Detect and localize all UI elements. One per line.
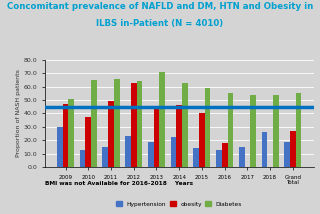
Bar xyxy=(250,95,256,167)
Bar xyxy=(176,106,182,167)
Bar xyxy=(262,132,267,167)
Bar xyxy=(159,72,165,167)
Bar xyxy=(102,147,108,167)
Bar xyxy=(108,101,114,167)
Text: ILBS in-Patient (N = 4010): ILBS in-Patient (N = 4010) xyxy=(96,19,224,28)
Bar xyxy=(199,113,205,167)
Bar xyxy=(239,147,244,167)
Bar xyxy=(57,127,63,167)
Bar xyxy=(154,107,159,167)
Y-axis label: Proportion of NASH patients: Proportion of NASH patients xyxy=(16,70,20,157)
Bar xyxy=(85,117,91,167)
Bar xyxy=(216,150,222,167)
Legend: Hypertension, obesity, Diabetes: Hypertension, obesity, Diabetes xyxy=(114,199,244,209)
Bar xyxy=(273,95,279,167)
Bar xyxy=(222,143,228,167)
Bar xyxy=(125,136,131,167)
Bar xyxy=(63,104,68,167)
Bar xyxy=(228,93,233,167)
Text: Concomitant prevalence of NAFLD and DM, HTN and Obesity in: Concomitant prevalence of NAFLD and DM, … xyxy=(7,2,313,11)
Bar xyxy=(91,80,97,167)
Bar xyxy=(205,88,211,167)
Bar xyxy=(114,79,120,167)
Bar xyxy=(80,150,85,167)
Bar xyxy=(182,83,188,167)
Bar xyxy=(193,148,199,167)
Text: BMI was not Available for 2016-2018    Years: BMI was not Available for 2016-2018 Year… xyxy=(45,181,193,186)
Bar xyxy=(284,141,290,167)
Bar xyxy=(296,93,301,167)
Bar xyxy=(131,83,137,167)
Bar xyxy=(171,138,176,167)
Bar xyxy=(290,131,296,167)
Bar xyxy=(68,99,74,167)
Bar xyxy=(137,81,142,167)
Bar xyxy=(148,141,154,167)
